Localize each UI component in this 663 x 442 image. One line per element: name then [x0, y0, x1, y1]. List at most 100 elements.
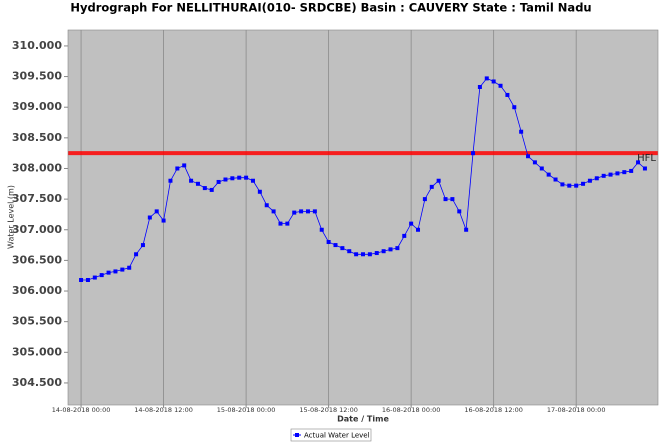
x-tick-label: 14-08-2018 00:00: [52, 406, 111, 414]
data-point: [319, 227, 324, 232]
y-tick-label: 310.000: [12, 39, 62, 52]
y-tick-label: 305.000: [12, 345, 62, 358]
y-tick-label: 309.500: [12, 70, 62, 83]
data-point: [140, 243, 145, 248]
legend-label: Actual Water Level: [304, 432, 370, 440]
plot-area: [68, 30, 658, 405]
data-point: [333, 243, 338, 248]
data-point: [422, 197, 427, 202]
data-point: [257, 189, 262, 194]
data-point: [587, 178, 592, 183]
y-tick-label: 305.500: [12, 315, 62, 328]
data-point: [305, 209, 310, 214]
y-tick-label: 306.500: [12, 253, 62, 266]
data-point: [292, 210, 297, 215]
chart-title: Hydrograph For NELLITHURAI(010- SRDCBE) …: [70, 1, 591, 15]
data-point: [491, 79, 496, 84]
data-point: [106, 270, 111, 275]
data-point: [594, 176, 599, 181]
data-point: [532, 160, 537, 165]
data-point: [498, 83, 503, 88]
x-axis-title: Date / Time: [337, 415, 389, 424]
data-point: [484, 76, 489, 81]
x-tick-label: 15-08-2018 12:00: [299, 406, 358, 414]
data-point: [299, 209, 304, 214]
data-point: [340, 246, 345, 251]
y-tick-label: 304.500: [12, 376, 62, 389]
hfl-label: HFL: [637, 153, 656, 164]
data-point: [512, 105, 517, 110]
legend-box: [290, 428, 372, 442]
data-point: [189, 178, 194, 183]
data-point: [526, 154, 531, 159]
data-point: [477, 84, 482, 89]
data-point: [395, 246, 400, 251]
data-point: [505, 92, 510, 97]
data-point: [553, 177, 558, 182]
data-point: [429, 184, 434, 189]
data-point: [443, 197, 448, 202]
x-tick-label: 16-08-2018 00:00: [382, 406, 441, 414]
data-point: [416, 227, 421, 232]
data-point: [312, 209, 317, 214]
data-point: [161, 218, 166, 223]
data-point: [539, 166, 544, 171]
data-point: [79, 278, 84, 282]
data-point: [134, 252, 139, 257]
data-point: [471, 151, 476, 156]
data-point: [175, 166, 180, 171]
data-point: [409, 221, 414, 226]
data-point: [374, 251, 379, 256]
data-point: [271, 209, 276, 214]
data-point: [636, 160, 641, 165]
data-point: [402, 233, 407, 238]
data-point: [326, 240, 331, 245]
x-tick-label: 16-08-2018 12:00: [464, 406, 523, 414]
data-point: [574, 183, 579, 188]
data-point: [216, 179, 221, 184]
data-point: [642, 166, 647, 171]
data-point: [250, 178, 255, 183]
data-point: [244, 175, 249, 180]
data-point: [361, 252, 365, 257]
y-axis-title: Water Level (m): [7, 185, 16, 249]
data-point: [560, 182, 565, 187]
data-point: [223, 177, 228, 182]
y-tick-label: 307.500: [12, 192, 62, 205]
data-point: [264, 203, 269, 208]
data-point: [127, 265, 132, 270]
data-point: [230, 176, 235, 181]
y-tick-label: 306.000: [12, 284, 62, 297]
y-tick-label: 307.000: [12, 223, 62, 236]
data-point: [209, 187, 214, 192]
data-point: [202, 186, 207, 191]
x-tick-label: 15-08-2018 00:00: [217, 406, 276, 414]
data-point: [381, 249, 386, 254]
data-point: [615, 171, 620, 176]
data-point: [285, 221, 290, 226]
data-point: [436, 178, 441, 183]
x-tick-label: 14-08-2018 12:00: [134, 406, 193, 414]
data-point: [120, 267, 125, 272]
data-point: [519, 129, 524, 134]
data-point: [354, 252, 359, 257]
data-point: [237, 175, 242, 180]
x-tick-label: 17-08-2018 00:00: [547, 406, 606, 414]
data-point: [388, 247, 393, 252]
data-point: [85, 278, 90, 282]
y-tick-label: 309.000: [12, 100, 62, 113]
data-point: [581, 181, 586, 186]
data-point: [546, 172, 551, 177]
plot-border: [67, 29, 659, 406]
data-point: [629, 168, 634, 173]
data-point: [278, 221, 283, 226]
data-point: [347, 249, 352, 254]
data-point: [367, 252, 372, 257]
data-point: [154, 209, 159, 214]
data-point: [450, 197, 455, 202]
y-tick-label: 308.000: [12, 161, 62, 174]
data-point: [567, 183, 572, 188]
data-point: [113, 269, 118, 274]
data-point: [182, 163, 187, 168]
y-tick-label: 308.500: [12, 131, 62, 144]
